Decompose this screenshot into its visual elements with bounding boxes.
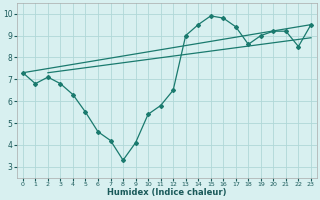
X-axis label: Humidex (Indice chaleur): Humidex (Indice chaleur) bbox=[107, 188, 227, 197]
